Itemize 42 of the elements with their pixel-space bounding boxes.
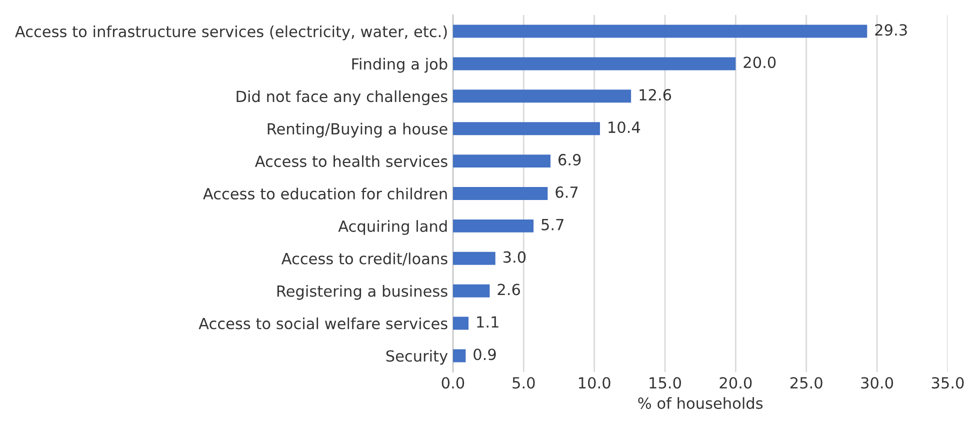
y-tick-label: Security xyxy=(386,350,448,365)
y-tick-label: Did not face any challenges xyxy=(236,90,448,106)
data-label: 1.1 xyxy=(477,316,498,328)
data-label: 10.4 xyxy=(608,121,640,134)
bar xyxy=(452,187,548,200)
data-label: 29.3 xyxy=(875,24,907,36)
data-label: 6.9 xyxy=(558,154,581,166)
x-tick-label: 25.0 xyxy=(790,377,822,389)
data-label: 3.0 xyxy=(503,251,526,263)
data-label: 5.7 xyxy=(542,219,564,230)
bar xyxy=(452,90,632,103)
data-label: 6.7 xyxy=(556,186,578,198)
bar xyxy=(452,24,868,38)
data-label: 12.6 xyxy=(640,89,672,101)
x-axis-title: % of households xyxy=(638,397,763,409)
bar xyxy=(452,316,468,330)
y-tick-label: Registering a business xyxy=(277,285,448,300)
x-tick-label: 30.0 xyxy=(861,377,894,389)
x-tick-label: 20.0 xyxy=(720,377,752,389)
y-tick-label: Finding a job xyxy=(352,58,448,73)
y-tick-label: Access to health services xyxy=(254,155,448,168)
data-label: 2.6 xyxy=(498,284,520,296)
y-tick-label: Access to credit/loans xyxy=(281,252,448,266)
bar xyxy=(452,252,496,265)
data-label: 20.0 xyxy=(744,56,776,68)
bar xyxy=(452,57,736,70)
bar xyxy=(452,154,550,168)
bar xyxy=(452,349,466,362)
y-tick-label: Access to education for children xyxy=(203,188,447,200)
y-tick-label: Acquiring land xyxy=(338,220,447,235)
bar xyxy=(452,219,534,232)
bar xyxy=(452,122,600,136)
x-tick-label: 10.0 xyxy=(578,377,610,389)
y-tick-label: Renting/Buying a house xyxy=(268,122,448,138)
y-tick-label: Access to social welfare services xyxy=(198,317,448,330)
x-tick-label: 5.0 xyxy=(512,377,535,389)
y-tick-label: Access to infrastructure services (electricity, water, etc.) xyxy=(15,25,447,40)
x-tick-label: 15.0 xyxy=(650,377,681,389)
data-label: 0.9 xyxy=(474,348,496,360)
bar xyxy=(452,284,490,298)
x-tick-label: 0.0 xyxy=(442,377,464,389)
x-tick-label: 35.0 xyxy=(932,377,964,389)
